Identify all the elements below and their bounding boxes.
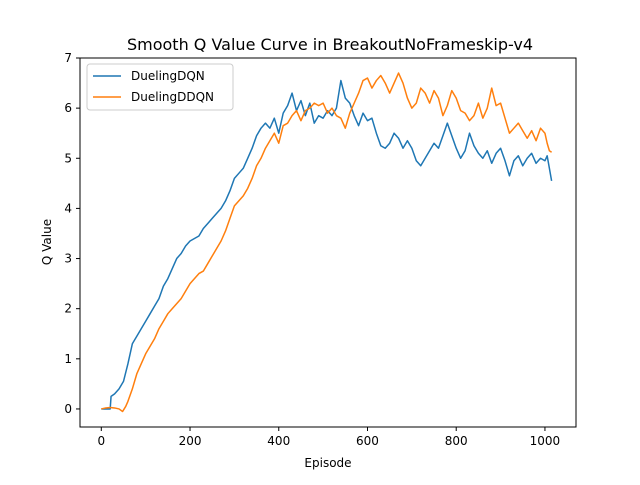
plot-area	[101, 72, 553, 413]
x-axis: 0 200 400 600 800 1000	[97, 427, 560, 448]
x-tick-label: 0	[97, 434, 105, 448]
axes-frame	[79, 57, 577, 428]
legend-label-duelingddqn: DuelingDDQN	[131, 90, 214, 104]
x-tick-label: 400	[267, 434, 290, 448]
legend: DuelingDQN DuelingDDQN	[86, 63, 234, 111]
x-tick-label: 800	[445, 434, 468, 448]
x-axis-label: Episode	[304, 456, 351, 470]
y-tick-label: 5	[64, 151, 72, 165]
x-tick-label: 1000	[530, 434, 561, 448]
y-axis-label: Q Value	[40, 219, 54, 265]
series-line-duelingdqn	[101, 79, 553, 410]
x-tick-label: 600	[356, 434, 379, 448]
y-tick-label: 2	[64, 302, 72, 316]
legend-box	[86, 63, 234, 111]
y-tick-label: 6	[64, 101, 72, 115]
y-tick-label: 4	[64, 201, 72, 215]
chart-title: Smooth Q Value Curve in BreakoutNoFrames…	[127, 35, 533, 54]
series-line-duelingddqn	[101, 72, 553, 413]
y-tick-label: 3	[64, 252, 72, 266]
y-tick-label: 7	[64, 51, 72, 65]
legend-label-duelingdqn: DuelingDQN	[131, 69, 205, 83]
y-tick-label: 1	[64, 352, 72, 366]
x-tick-label: 200	[179, 434, 202, 448]
y-tick-label: 0	[64, 402, 72, 416]
y-axis: 0 1 2 3 4 5 6 7	[64, 51, 80, 416]
